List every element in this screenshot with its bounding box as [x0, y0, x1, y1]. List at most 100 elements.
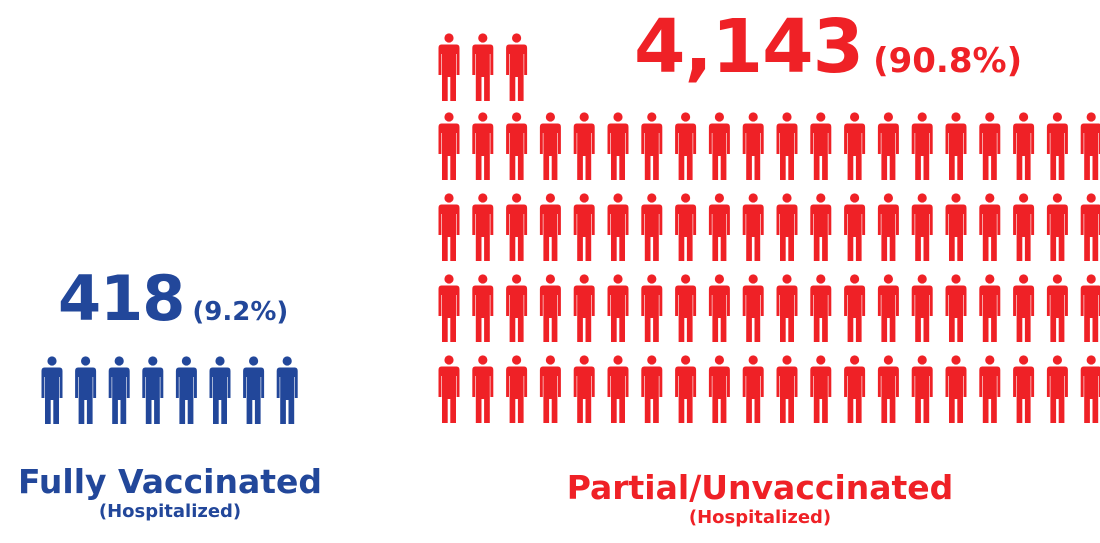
person-icon	[472, 33, 494, 101]
person-icon	[1013, 274, 1035, 342]
person-icon	[776, 193, 798, 261]
person-icon	[573, 274, 595, 342]
person-icon	[641, 112, 663, 180]
person-icon	[708, 355, 730, 423]
fully-vaccinated-count: 418	[58, 262, 185, 335]
person-icon	[945, 193, 967, 261]
person-icon	[945, 274, 967, 342]
person-icon	[911, 274, 933, 342]
person-icon	[276, 356, 298, 424]
person-icon	[142, 356, 164, 424]
person-icon	[641, 355, 663, 423]
person-icon	[911, 112, 933, 180]
person-icon	[607, 355, 629, 423]
fully-vaccinated-label: Fully Vaccinated (Hospitalized)	[0, 462, 340, 522]
person-icon	[708, 112, 730, 180]
person-icon	[472, 112, 494, 180]
person-icon	[472, 355, 494, 423]
person-icon	[539, 112, 561, 180]
person-icon	[1046, 355, 1068, 423]
person-icon	[742, 355, 764, 423]
person-icon	[708, 274, 730, 342]
person-icon	[41, 356, 63, 424]
person-icon	[108, 356, 130, 424]
person-icon	[911, 193, 933, 261]
person-icon	[844, 112, 866, 180]
person-icon	[979, 355, 1001, 423]
person-icon	[979, 193, 1001, 261]
person-icon	[675, 355, 697, 423]
person-icon	[175, 356, 197, 424]
person-icon	[776, 355, 798, 423]
person-icon	[1013, 112, 1035, 180]
person-icon	[810, 112, 832, 180]
person-icon	[844, 355, 866, 423]
person-icon	[979, 274, 1001, 342]
fully-vaccinated-value: 418 (9.2%)	[58, 262, 288, 335]
person-icon	[209, 356, 231, 424]
person-icon	[776, 274, 798, 342]
person-icon	[810, 355, 832, 423]
person-icon	[1046, 274, 1068, 342]
unvaccinated-percent: (90.8%)	[873, 41, 1023, 81]
person-icon	[675, 112, 697, 180]
person-icon	[607, 274, 629, 342]
person-icon	[573, 193, 595, 261]
person-icon	[539, 355, 561, 423]
fully-vaccinated-title: Fully Vaccinated	[18, 462, 322, 501]
person-icon	[1080, 193, 1100, 261]
person-icon	[506, 33, 528, 101]
person-icon	[810, 274, 832, 342]
person-icon	[243, 356, 265, 424]
fully-vaccinated-icons	[41, 356, 298, 424]
person-icon	[1080, 112, 1100, 180]
person-icon	[708, 193, 730, 261]
person-icon	[742, 193, 764, 261]
person-icon	[438, 33, 460, 101]
unvaccinated-title: Partial/Unvaccinated	[566, 468, 954, 507]
person-icon	[506, 193, 528, 261]
unvaccinated-label: Partial/Unvaccinated (Hospitalized)	[440, 468, 1080, 528]
person-icon	[979, 112, 1001, 180]
person-icon	[911, 355, 933, 423]
fully-vaccinated-sublabel: (Hospitalized)	[98, 501, 242, 522]
person-icon	[472, 274, 494, 342]
person-icon	[945, 112, 967, 180]
person-icon	[438, 355, 460, 423]
person-icon	[607, 193, 629, 261]
person-icon	[877, 193, 899, 261]
person-icon	[844, 274, 866, 342]
person-icon	[573, 112, 595, 180]
person-icon	[641, 193, 663, 261]
person-icon	[641, 274, 663, 342]
person-icon	[472, 193, 494, 261]
unvaccinated-value: 4,143 (90.8%)	[634, 4, 1022, 90]
person-icon	[776, 112, 798, 180]
person-icon	[877, 274, 899, 342]
person-icon	[675, 274, 697, 342]
person-icon	[1046, 193, 1068, 261]
person-icon	[742, 274, 764, 342]
person-icon	[75, 356, 97, 424]
person-icon	[675, 193, 697, 261]
fully-vaccinated-percent: (9.2%)	[192, 297, 289, 327]
person-icon	[877, 112, 899, 180]
unvaccinated-count: 4,143	[634, 4, 864, 90]
person-icon	[539, 193, 561, 261]
person-icon	[844, 193, 866, 261]
person-icon	[1080, 274, 1100, 342]
person-icon	[1046, 112, 1068, 180]
person-icon	[438, 112, 460, 180]
person-icon	[607, 112, 629, 180]
person-icon	[945, 355, 967, 423]
person-icon	[810, 193, 832, 261]
person-icon	[506, 355, 528, 423]
person-icon	[438, 274, 460, 342]
person-icon	[877, 355, 899, 423]
person-icon	[438, 193, 460, 261]
person-icon	[1013, 355, 1035, 423]
person-icon	[573, 355, 595, 423]
unvaccinated-icons	[438, 33, 1100, 423]
person-icon	[742, 112, 764, 180]
person-icon	[506, 112, 528, 180]
